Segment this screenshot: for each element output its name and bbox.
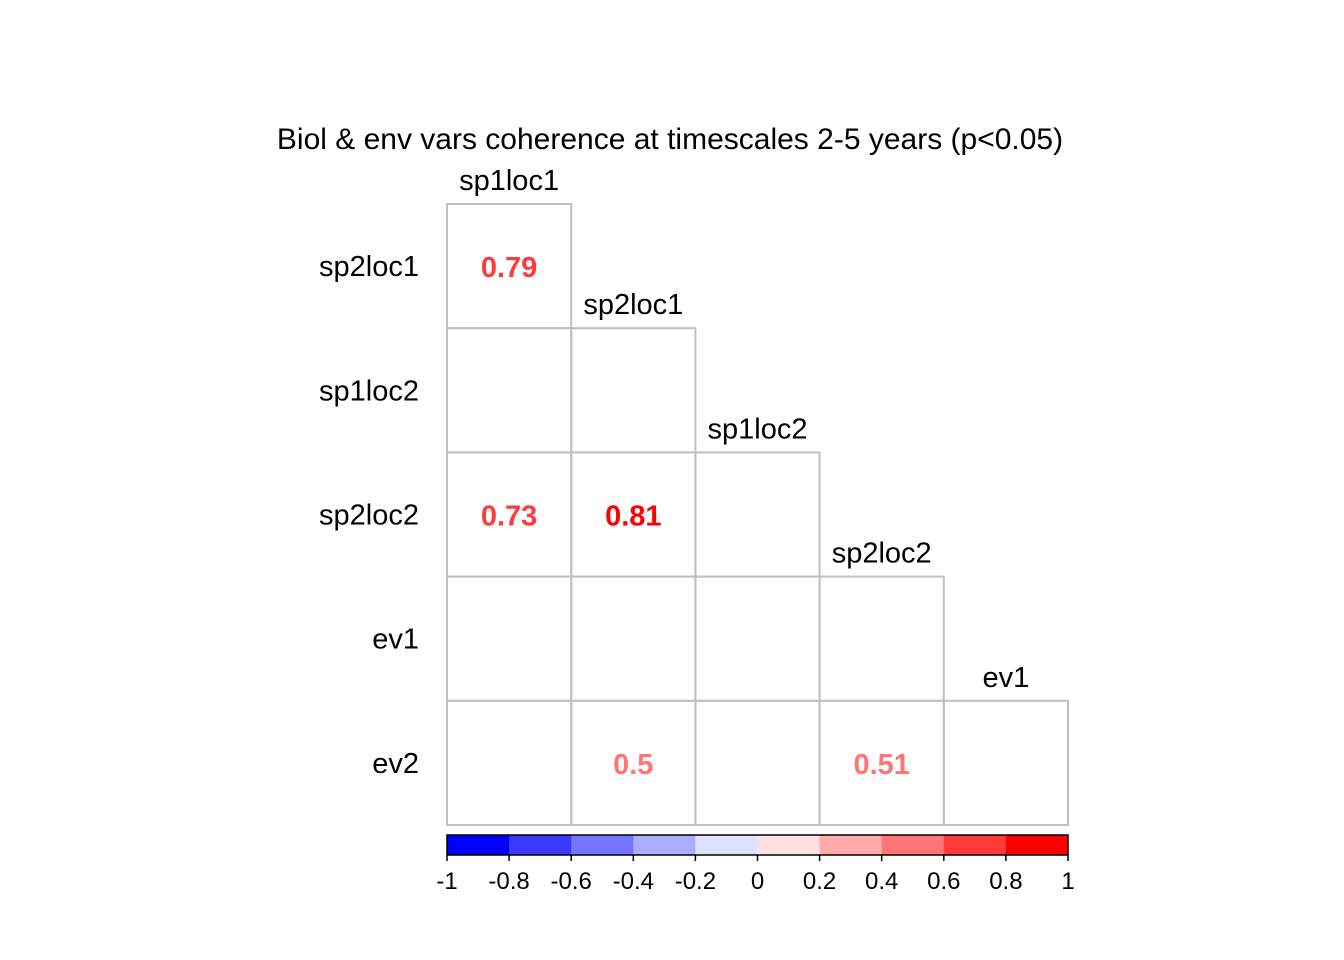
row-label: sp2loc1 — [319, 251, 419, 283]
colorbar-tick-label: 0.4 — [865, 868, 898, 895]
chart-title: Biol & env vars coherence at timescales … — [277, 123, 1063, 156]
colorbar-tick-label: -0.4 — [613, 868, 654, 895]
heatmap-cell — [694, 575, 821, 702]
row-label: ev1 — [372, 624, 419, 656]
row-label: sp2loc2 — [319, 500, 419, 532]
colorbar-bin — [819, 835, 883, 855]
colorbar-tick-label: -0.8 — [488, 868, 529, 895]
colorbar-bin — [447, 835, 510, 855]
colorbar-tick-label: 0.6 — [927, 868, 960, 895]
heatmap-cell — [446, 699, 573, 826]
row-label: ev2 — [372, 748, 419, 780]
variable-labels: sp1loc1 sp2loc1 sp1loc2 sp2loc2 ev1 sp2loc1 sp… — [319, 165, 1029, 780]
heatmap-grid — [446, 203, 1069, 826]
colorbar-tick-label: 1 — [1061, 868, 1074, 895]
colorbar: -1 -0.8 -0.6 -0.4 -0.2 0 0.2 0.4 0.6 0.8 1 — [436, 834, 1075, 895]
colorbar-bin — [757, 835, 821, 855]
colorbar-tick-label: -0.6 — [551, 868, 592, 895]
cell-value: 0.79 — [481, 252, 537, 284]
colorbar-tick-label: 0 — [751, 868, 764, 895]
heatmap-cell — [446, 327, 573, 454]
row-label: sp1loc2 — [319, 375, 419, 407]
cell-values: 0.79 0.73 0.81 0.5 0.51 — [481, 252, 910, 781]
column-label: sp2loc2 — [832, 538, 932, 570]
column-label: sp1loc2 — [708, 413, 808, 445]
heatmap-cell — [570, 327, 697, 454]
cell-value: 0.51 — [853, 749, 909, 781]
colorbar-bin — [633, 835, 696, 855]
heatmap-cell — [694, 699, 821, 826]
column-label: sp2loc1 — [583, 289, 683, 321]
colorbar-bin — [881, 835, 945, 855]
colorbar-tick-label: -1 — [436, 868, 457, 895]
colorbar-bin — [1005, 835, 1069, 855]
colorbar-bin — [943, 835, 1007, 855]
colorbar-tick-label: -0.2 — [675, 868, 716, 895]
colorbar-tick-label: 0.8 — [989, 868, 1022, 895]
colorbar-tick-label: 0.2 — [803, 868, 836, 895]
cell-value: 0.5 — [613, 749, 653, 781]
colorbar-bin — [571, 835, 634, 855]
heatmap-cell — [446, 575, 573, 702]
heatmap-cell — [694, 451, 821, 578]
column-label: sp1loc1 — [459, 165, 559, 197]
cell-value: 0.73 — [481, 501, 537, 533]
heatmap-cell — [818, 575, 945, 702]
heatmap-cell — [570, 575, 697, 702]
column-label: ev1 — [983, 662, 1030, 694]
heatmap-cell — [942, 699, 1069, 826]
cell-value: 0.81 — [605, 501, 661, 533]
colorbar-bin — [509, 835, 572, 855]
colorbar-bin — [695, 835, 758, 855]
